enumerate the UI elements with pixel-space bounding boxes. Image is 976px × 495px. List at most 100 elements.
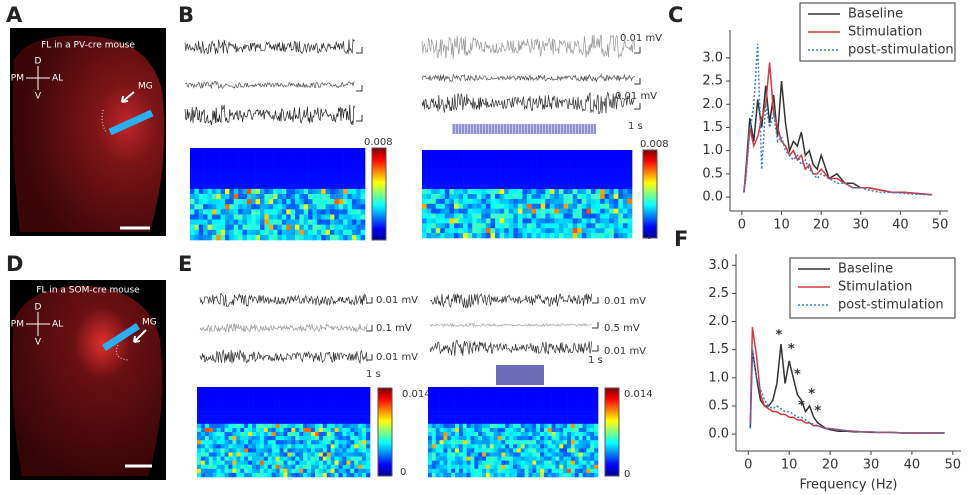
heatmap-cell [240,391,245,396]
heatmap-cell [532,448,537,453]
heatmap-cell [338,415,343,421]
heatmap-cell [263,419,269,425]
heatmap-cell [208,436,214,441]
heatmap-cell [275,399,280,404]
heatmap-cell [604,218,610,224]
heatmap-cell [435,233,441,239]
heatmap-cell [489,436,494,441]
heatmap-cell [366,387,371,392]
heatmap-cell [567,468,572,474]
y-tick-label: 1.5 [708,342,729,357]
heatmap-cell [255,387,261,392]
heatmap-cell [295,403,300,408]
heatmap-cell [447,395,452,400]
heatmap-cell [499,194,505,200]
heatmap-cell [489,472,494,478]
heatmap-cell [532,395,537,400]
heatmap-cell [330,188,335,195]
heatmap-cell [224,432,229,437]
heatmap-cell [536,456,541,461]
heatmap-cell [447,387,452,392]
heatmap-cell [586,223,592,229]
heatmap-cell [236,387,241,392]
heatmap-cell [358,423,363,429]
heatmap-cell [613,184,619,190]
heatmap-cell [281,173,287,179]
heatmap-cell [485,208,491,214]
heatmap-cell [545,174,551,180]
heatmap-cell [299,419,304,425]
heatmap-cell [497,440,502,445]
heatmap-cell [618,218,624,224]
heatmap-cell [489,460,494,466]
heatmap-cell [308,199,313,205]
heatmap-cell [326,399,331,404]
heatmap-cell [338,440,343,445]
heatmap-cell [513,419,518,425]
heatmap-cell [212,403,217,408]
heatmap-cell [604,198,610,205]
heatmap-cell [362,415,367,421]
heatmap-cell [422,203,427,209]
heatmap-cell [236,423,241,429]
heatmap-cell [540,218,546,224]
heatmap-cell [618,179,624,185]
heatmap-cell [505,427,510,433]
heatmap-cell [513,460,518,466]
heatmap-cell [431,198,436,205]
heatmap-cell [255,472,261,478]
heatmap-cell [350,419,355,425]
heatmap-cell [264,204,270,210]
heatmap-cell [263,460,269,466]
heatmap-cell [225,178,230,185]
heatmap-cell [303,214,309,220]
heatmap-cell [197,423,202,429]
heatmap-cell [275,444,280,449]
heatmap-cell [343,188,348,195]
heatmap-cell [203,209,208,215]
heatmap-cell [260,224,265,231]
heatmap-cell [440,194,446,200]
heatmap-cell [555,391,560,396]
heatmap-cell [501,444,506,449]
heatmap-cell [350,391,355,396]
heatmap-cell [275,472,280,478]
heatmap-cell [354,448,359,453]
heatmap-cell [531,233,537,239]
heatmap-cell [356,148,361,154]
heatmap-cell [505,452,510,457]
heatmap-cell [482,468,487,474]
heatmap-cell [451,432,456,437]
x-tick-label: 50 [932,218,949,233]
heatmap-cell [481,218,487,224]
heatmap-cell [485,456,491,461]
heatmap-cell [604,179,610,185]
heatmap-cell [362,456,367,461]
heatmap-cell [489,395,494,400]
heatmap-cell [578,432,583,437]
heatmap-cell [520,387,525,392]
heatmap-cell [350,444,355,449]
heatmap-cell [568,174,573,180]
heatmap-cell [555,399,560,404]
heatmap-cell [238,158,243,164]
heatmap-cell [570,391,576,396]
heatmap-cell [232,411,237,416]
heatmap-cell [466,415,471,421]
heatmap-cell [238,204,243,210]
heatmap-cell [439,456,444,461]
heatmap-cell [554,198,560,205]
heatmap-cell [455,391,460,396]
heatmap-cell [570,460,576,466]
heatmap-cell [574,452,579,457]
heatmap-cell [260,173,265,179]
heatmap-cell [472,179,478,185]
colorbar-label: 0.014 [402,389,431,400]
heatmap-cell [532,427,537,433]
heatmap-cell [559,391,564,396]
heatmap-cell [198,153,204,159]
heatmap-cell [462,452,467,457]
heatmap-cell [590,198,596,205]
heatmap-cell [499,223,505,229]
heatmap-cell [431,395,437,400]
